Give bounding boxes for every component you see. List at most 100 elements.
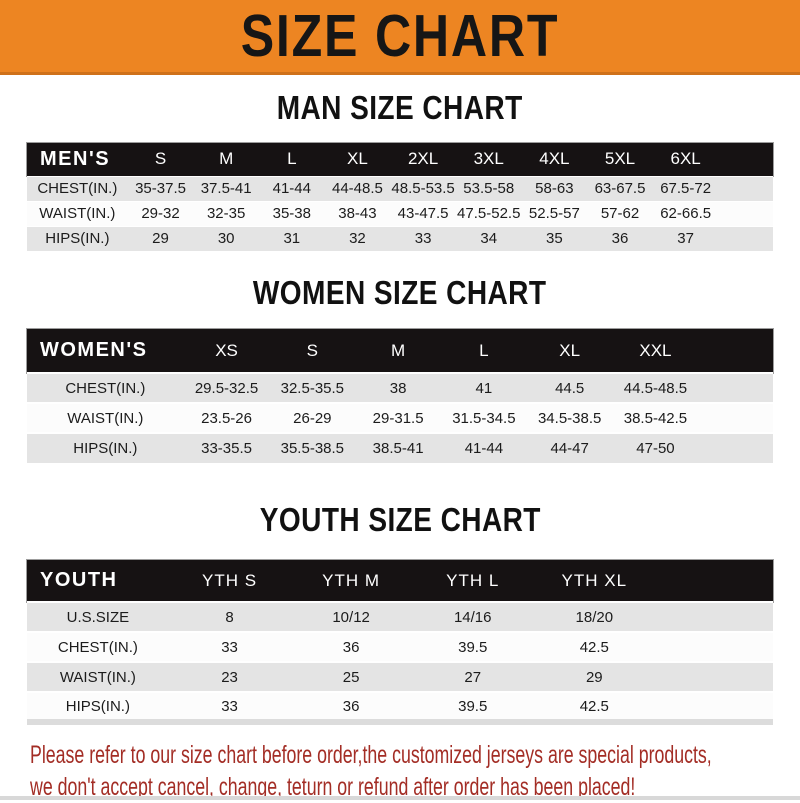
size-column-header: 6XL: [670, 149, 701, 169]
size-value: 35-37.5: [135, 180, 186, 197]
size-column-header: 4XL: [539, 149, 570, 169]
youth-section-heading: YOUTH SIZE CHART: [259, 501, 541, 538]
measurement-row: WAIST(IN.) 29-32 32-35 35-38 38-43 43-47.5 47.…: [27, 201, 773, 226]
size-column-header: S: [306, 340, 318, 360]
measurement-row: CHEST(IN.) 33 36 39.5 42.5: [27, 632, 773, 662]
size-value: 42.5: [579, 697, 609, 715]
banner: SIZE CHART: [0, 0, 800, 75]
size-value: 18/20: [575, 608, 614, 626]
youth-table-header-row: YOUTH YTH S YTH M YTH L YTH XL: [27, 560, 773, 602]
size-column-header: S: [154, 149, 167, 169]
size-value: 29-32: [141, 205, 180, 222]
size-value: 39.5: [458, 697, 488, 715]
size-value: 41-44: [464, 440, 504, 457]
size-value: 31: [283, 230, 301, 248]
size-value: 34: [480, 230, 498, 248]
size-value: 67.5-72: [660, 180, 712, 197]
size-value: 35.5-38.5: [280, 440, 345, 457]
size-value: 48.5-53.5: [391, 180, 455, 197]
women-section: WOMEN SIZE CHART WOMEN'S XS S M L XL XXL CHEST(…: [0, 273, 800, 463]
row-label: WAIST(IN.): [67, 409, 144, 427]
men-table-header-row: MEN'S S M L XL 2XL 3XL 4XL 5XL 6XL: [27, 143, 773, 176]
size-value: 41: [475, 379, 493, 397]
size-value: 47-50: [636, 440, 675, 457]
men-size-table: MEN'S S M L XL 2XL 3XL 4XL 5XL 6XL CHEST(IN.) 35-37…: [27, 143, 773, 251]
row-label: HIPS(IN.): [45, 230, 110, 248]
size-value: 36: [611, 230, 629, 248]
measurement-row: U.S.SIZE 8 10/12 14/16 18/20: [27, 602, 773, 632]
size-value: 35: [546, 230, 563, 248]
footer-note: Please refer to our size chart before or…: [30, 739, 800, 803]
size-value: 42.5: [579, 638, 609, 656]
spacer-cell: [718, 201, 773, 226]
size-value: 44-48.5: [332, 180, 383, 197]
size-value: 23: [221, 668, 238, 686]
spacer-cell: [655, 662, 773, 692]
size-value: 57-62: [600, 205, 640, 222]
size-value: 8: [225, 608, 234, 626]
size-value: 44.5-48.5: [623, 379, 688, 397]
size-value: 29: [152, 230, 169, 248]
size-column-header: XL: [559, 340, 581, 360]
men-section-heading: MAN SIZE CHART: [277, 89, 523, 126]
row-label: CHEST(IN.): [65, 379, 146, 397]
size-value: 14/16: [453, 608, 492, 626]
size-value: 38-43: [338, 205, 377, 222]
spacer-cell: [718, 226, 773, 251]
size-column-header: YTH M: [322, 570, 381, 590]
row-label: U.S.SIZE: [66, 608, 130, 626]
page-title: SIZE CHART: [240, 2, 560, 70]
size-value: 36: [342, 638, 360, 656]
row-label: HIPS(IN.): [73, 440, 138, 457]
measurement-row: CHEST(IN.) 35-37.5 37.5-41 41-44 44-48.5 48.5…: [27, 176, 773, 201]
size-column-header: YTH XL: [561, 570, 628, 590]
youth-table-title: YOUTH: [40, 569, 118, 591]
size-column-header: 2XL: [407, 149, 439, 169]
size-value: 38.5-42.5: [623, 409, 688, 427]
size-value: 38: [389, 379, 407, 397]
women-size-table: WOMEN'S XS S M L XL XXL CHEST(IN.) 29.5-32.5 32.5…: [27, 329, 773, 463]
spacer-cell: [655, 692, 773, 722]
size-column-header: L: [479, 340, 489, 360]
spacer-cell: [698, 373, 773, 403]
youth-section: YOUTH SIZE CHART YOUTH YTH S YTH M YTH L YTH…: [0, 500, 800, 725]
size-value: 53.5-58: [463, 180, 515, 197]
size-value: 31.5-34.5: [452, 409, 516, 427]
size-column-header: XL: [347, 149, 368, 169]
spacer-cell: [698, 329, 773, 373]
spacer-cell: [655, 632, 773, 662]
size-value: 27: [464, 668, 482, 686]
size-value: 35-38: [272, 205, 311, 222]
measurement-row: HIPS(IN.) 29 30 31 32 33 34 35 36 37: [27, 226, 773, 251]
size-value: 29.5-32.5: [194, 379, 259, 397]
size-value: 47.5-52.5: [457, 205, 521, 222]
size-value: 37: [677, 230, 694, 248]
size-value: 36: [342, 697, 360, 715]
bottom-edge-strip: [0, 796, 800, 800]
spacer-cell: [655, 560, 773, 602]
size-value: 30: [217, 230, 235, 248]
spacer-cell: [698, 403, 773, 433]
size-value: 32.5-35.5: [280, 379, 345, 397]
measurement-row: WAIST(IN.) 23.5-26 26-29 29-31.5 31.5-34.5 34…: [27, 403, 773, 433]
size-value: 29: [585, 668, 603, 686]
size-value: 52.5-57: [528, 205, 580, 222]
row-label: WAIST(IN.): [59, 668, 136, 686]
size-column-header: YTH L: [446, 570, 500, 590]
spacer-cell: [718, 176, 773, 201]
row-label: CHEST(IN.): [37, 180, 118, 197]
size-value: 58-63: [535, 180, 574, 197]
size-column-header: M: [391, 340, 406, 360]
size-value: 25: [342, 668, 360, 686]
spacer-cell: [655, 602, 773, 632]
size-column-header: XS: [215, 340, 238, 360]
spacer-cell: [718, 143, 773, 176]
row-label: HIPS(IN.): [65, 697, 130, 715]
size-column-header: XXL: [639, 340, 672, 360]
size-value: 38.5-41: [372, 440, 424, 457]
size-value: 63-67.5: [594, 180, 646, 197]
size-value: 33: [221, 638, 238, 656]
size-value: 32: [349, 230, 366, 248]
size-value: 37.5-41: [200, 180, 252, 197]
measurement-row: CHEST(IN.) 29.5-32.5 32.5-35.5 38 41 44.5 44.5…: [27, 373, 773, 403]
